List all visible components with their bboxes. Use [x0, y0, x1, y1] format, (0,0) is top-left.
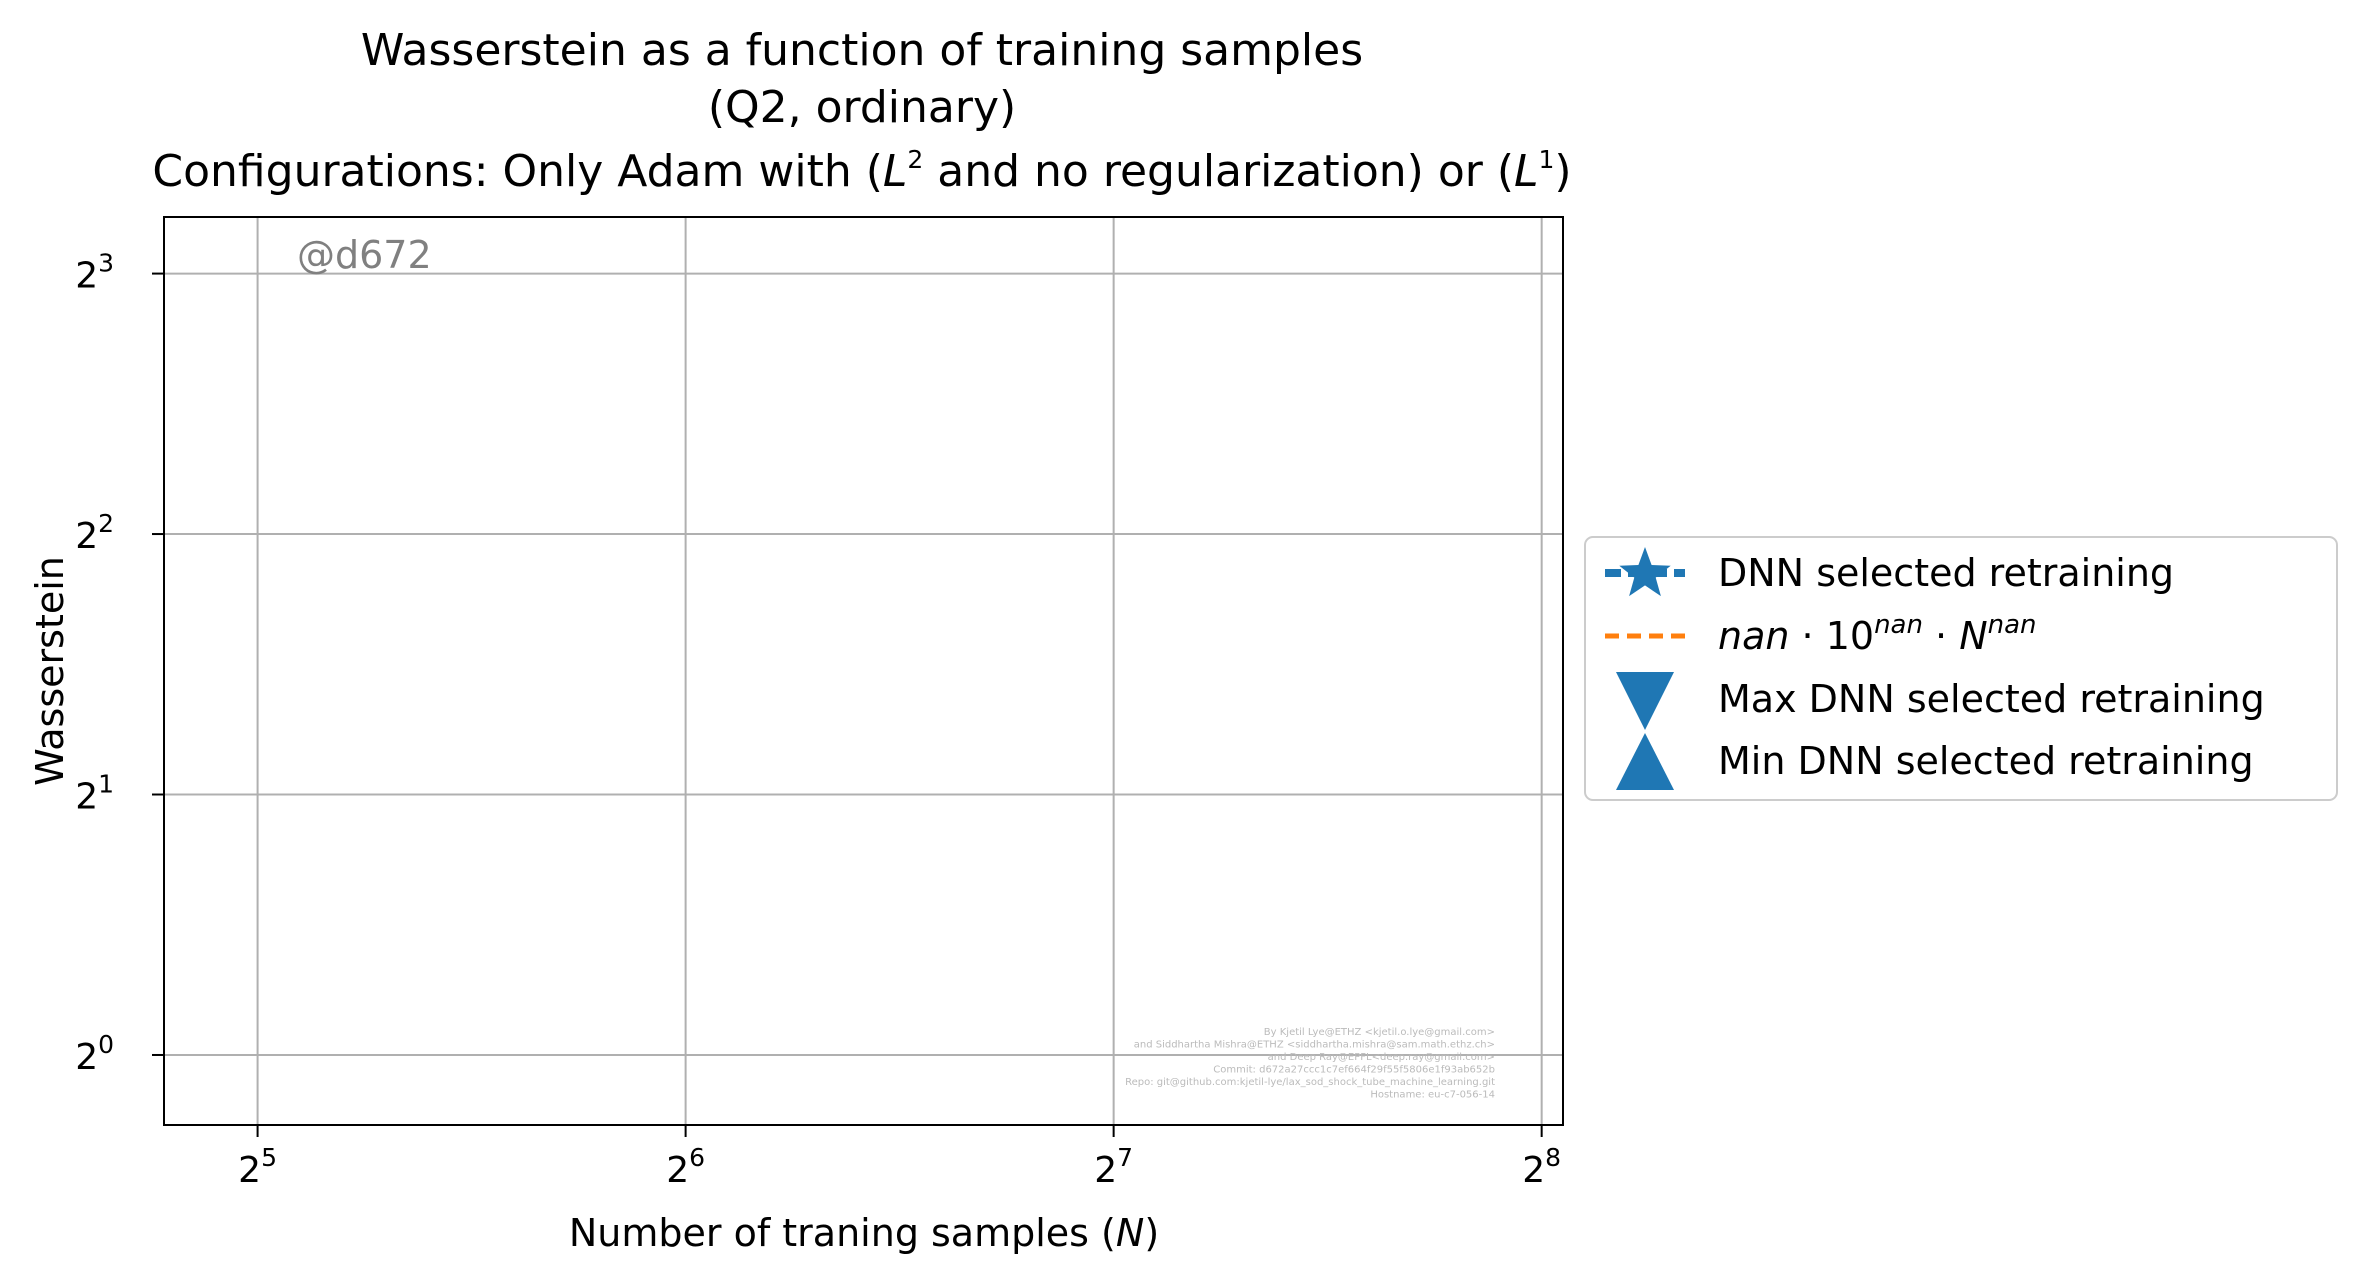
title-l1-exp: 1 — [1539, 145, 1555, 174]
title-config-middle: and no regularization) or ( — [923, 146, 1514, 197]
commit-tag: @d672 — [297, 233, 432, 277]
credits-block: By Kjetil Lye@ETHZ <kjetil.o.lye@gmail.c… — [1125, 1027, 1495, 1101]
x-tick-label: 27 — [1094, 1143, 1133, 1191]
legend-entry-dnn-selected: DNN selected retraining — [1605, 547, 2174, 597]
plot-frame — [163, 216, 1564, 1126]
legend-triangle-down-marker — [1616, 672, 1674, 730]
x-axis-label: Number of traning samples (N) — [569, 1211, 1159, 1255]
legend-entry-fit: nan · 10nan · Nnan — [1605, 610, 2037, 658]
legend-entry-max: Max DNN selected retraining — [1616, 672, 2265, 730]
x-tick-label: 28 — [1522, 1143, 1561, 1191]
chart-title-line-2: (Q2, ordinary) — [708, 82, 1016, 133]
title-l2-base: L — [883, 146, 908, 197]
fit-d: nan — [1988, 610, 2037, 640]
fit-dot2: · — [1923, 614, 1959, 658]
credits-line: Repo: git@github.com:kjetil-lye/lax_sod_… — [1125, 1077, 1495, 1088]
fit-b: nan — [1874, 610, 1923, 640]
y-tick-label: 21 — [75, 770, 114, 818]
x-axis-label-text: Number of traning samples ( — [569, 1211, 1116, 1255]
title-config-suffix: ) — [1554, 146, 1571, 197]
x-axis-label-close: ) — [1144, 1211, 1159, 1255]
credits-line: and Deep Ray@EPFL<deep.ray@gmail.com> — [1268, 1052, 1495, 1063]
legend-label-min: Min DNN selected retraining — [1718, 739, 2254, 783]
y-tick-label: 22 — [75, 509, 114, 557]
x-axis-label-var: N — [1116, 1211, 1144, 1255]
title-config-prefix: Configurations: Only Adam with ( — [152, 146, 882, 197]
grid-layer — [164, 217, 1563, 1125]
legend: DNN selected retraining nan · 10nan · Nn… — [1584, 536, 2338, 801]
chart-title-line-3: Configurations: Only Adam with (L2 and n… — [152, 145, 1571, 197]
legend-entry-min: Min DNN selected retraining — [1616, 733, 2254, 790]
title-l2-exp: 2 — [907, 145, 923, 174]
legend-triangle-up-marker — [1616, 733, 1674, 790]
credits-line: Hostname: eu-c7-056-14 — [1370, 1090, 1495, 1101]
fit-dot1: · 10 — [1789, 614, 1874, 658]
legend-label-fit: nan · 10nan · Nnan — [1718, 610, 2037, 658]
y-tick-label: 23 — [75, 249, 114, 297]
credits-line: and Siddhartha Mishra@ETHZ <siddhartha.m… — [1134, 1040, 1495, 1051]
chart-title-line-1: Wasserstein as a function of training sa… — [361, 25, 1363, 76]
legend-star-marker — [1619, 547, 1671, 597]
x-tick-label: 26 — [666, 1143, 705, 1191]
title-l1-base: L — [1514, 146, 1539, 197]
tick-layer: 25 26 27 28 20 21 22 23 — [75, 249, 1561, 1191]
legend-frame — [1584, 536, 2338, 801]
legend-label-max: Max DNN selected retraining — [1718, 677, 2265, 721]
y-axis-label: Wasserstein — [28, 556, 72, 786]
legend-label-dnn-selected: DNN selected retraining — [1718, 551, 2174, 595]
credits-line: Commit: d672a27ccc1c7ef664f29f55f5806e1f… — [1213, 1065, 1495, 1076]
y-tick-label: 20 — [75, 1030, 114, 1078]
x-tick-label: 25 — [238, 1143, 277, 1191]
credits-line: By Kjetil Lye@ETHZ <kjetil.o.lye@gmail.c… — [1264, 1027, 1495, 1038]
fit-c: N — [1959, 614, 1987, 658]
fit-a: nan — [1718, 614, 1789, 658]
